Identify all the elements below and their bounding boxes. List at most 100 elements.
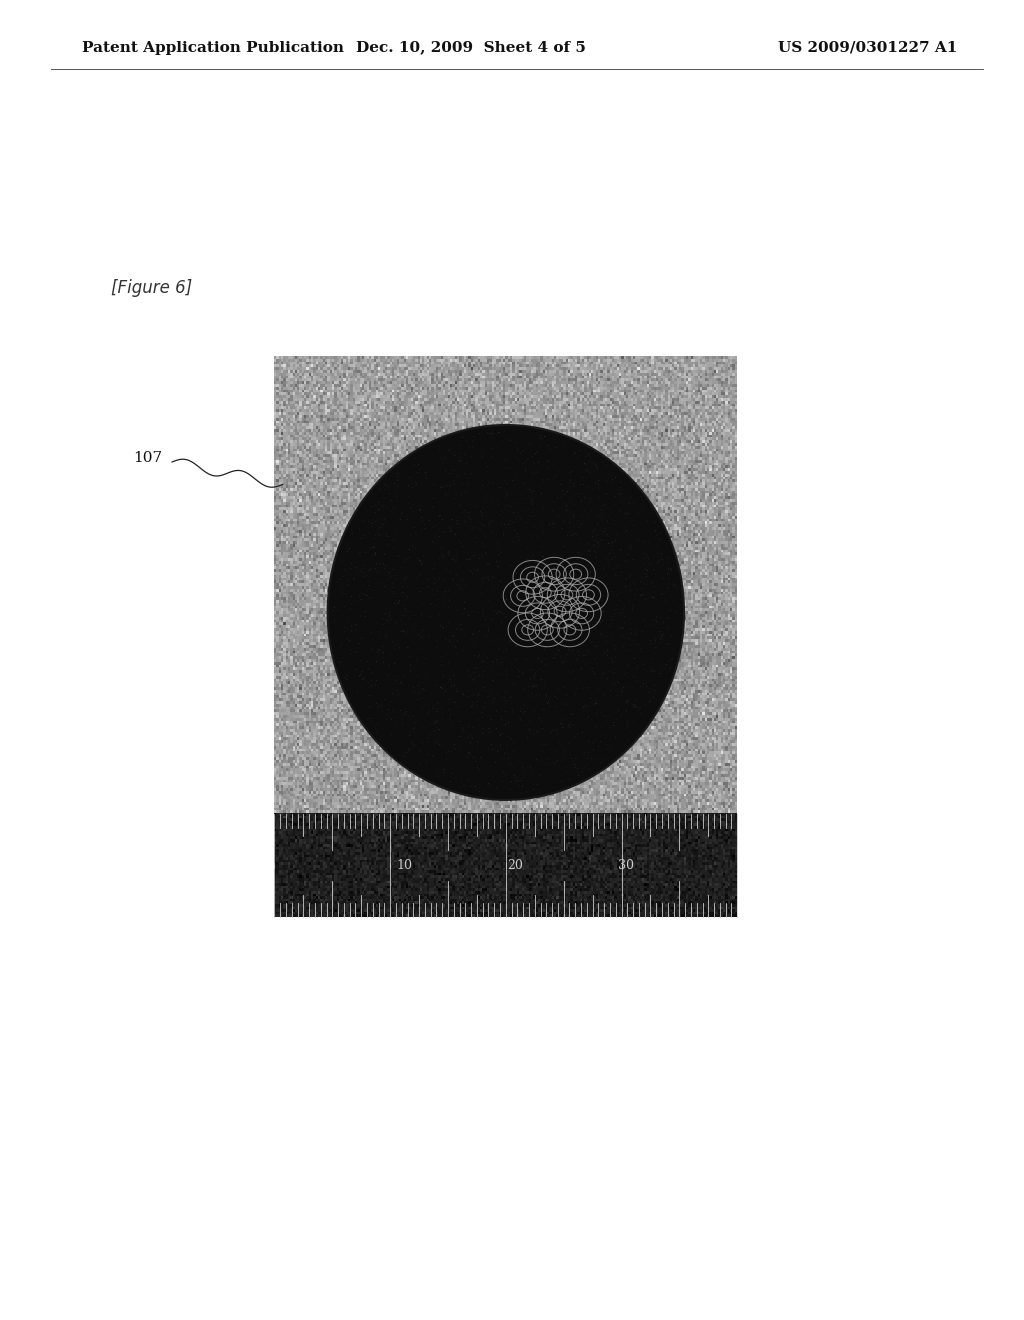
Point [526,499,543,520]
Point [499,764,515,785]
Point [460,471,476,492]
Point [475,434,492,455]
Point [567,442,584,463]
Point [557,611,573,632]
Point [415,607,431,628]
Point [435,618,452,639]
Point [569,449,586,470]
Point [648,553,665,574]
Point [516,606,532,627]
Point [414,603,430,624]
Point [621,702,637,723]
Point [406,734,422,755]
Point [647,586,664,607]
Point [603,576,620,597]
Point [435,618,452,639]
Point [615,616,632,638]
Point [500,478,516,499]
Point [484,776,501,797]
Point [501,748,517,770]
Point [359,685,376,706]
Point [395,709,412,730]
Point [506,779,522,800]
Point [519,727,536,748]
Point [586,541,602,562]
Point [373,727,389,748]
Point [349,594,366,615]
Point [471,548,487,569]
Point [599,725,615,746]
Point [435,735,452,756]
Point [449,663,465,684]
Point [473,583,489,605]
Point [521,594,538,615]
Point [404,696,421,717]
Point [593,537,609,558]
Point [571,598,588,619]
Point [438,616,455,638]
Point [471,727,487,748]
Point [433,651,450,672]
Point [495,723,511,744]
Point [591,478,607,499]
Point [466,426,482,447]
Point [511,776,527,797]
Point [614,681,631,702]
Point [449,680,465,701]
Point [657,581,674,602]
Point [427,733,443,754]
Point [371,499,387,520]
Point [356,558,373,579]
Point [646,610,663,631]
Point [620,661,636,682]
Point [602,503,618,524]
Point [375,713,391,734]
Point [527,444,544,465]
Point [530,648,547,669]
Point [495,639,511,660]
Point [547,722,563,743]
Point [404,494,421,515]
Point [510,610,526,631]
Point [548,521,564,543]
Point [426,541,442,562]
Point [612,540,629,561]
Point [494,709,510,730]
Point [586,554,602,576]
Point [441,746,458,767]
Point [604,581,621,602]
Point [503,771,519,792]
Point [526,428,543,449]
Point [402,660,419,681]
Point [531,434,548,455]
Point [617,634,634,655]
Point [538,638,554,659]
Point [586,521,602,543]
Point [370,499,386,520]
Point [581,723,597,744]
Point [656,572,673,593]
Point [326,605,342,626]
Point [618,693,635,714]
Point [612,582,629,603]
Point [517,578,534,599]
Point [645,686,662,708]
Point [414,507,430,528]
Point [388,483,404,504]
Point [452,462,468,483]
Point [413,553,429,574]
Point [608,709,625,730]
Point [626,618,642,639]
Point [571,709,588,730]
Point [418,463,434,484]
Point [617,723,634,744]
Point [604,532,621,553]
Point [514,664,530,685]
Point [355,525,372,546]
Point [627,696,643,717]
Point [575,697,592,718]
Point [541,436,557,457]
Point [364,590,380,611]
Point [479,647,496,668]
Point [458,746,474,767]
